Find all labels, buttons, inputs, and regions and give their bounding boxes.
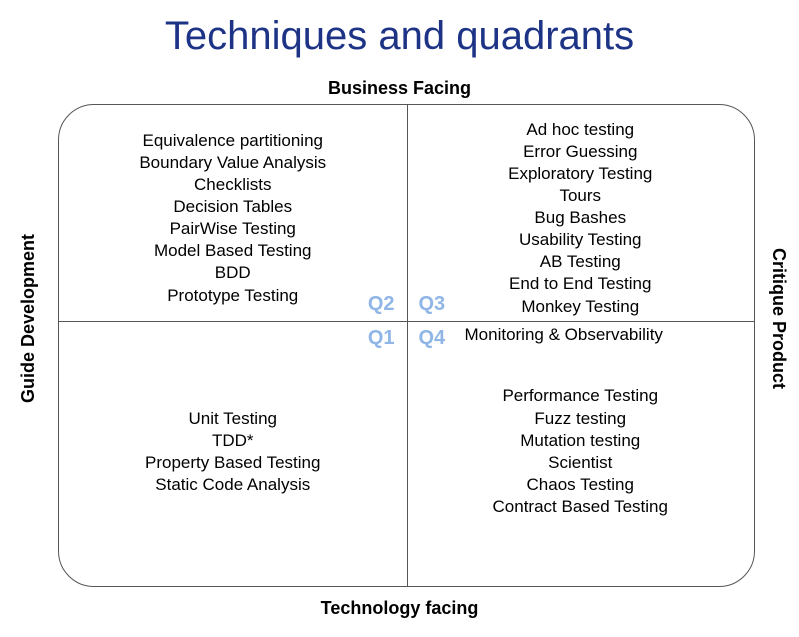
q4-item: Scientist xyxy=(548,452,612,474)
q3-item: Bug Bashes xyxy=(534,207,626,229)
q3-item: Tours xyxy=(559,185,601,207)
q1-item: Static Code Analysis xyxy=(155,474,310,496)
q3-item: Exploratory Testing xyxy=(508,163,652,185)
q4-item: Mutation testing xyxy=(520,430,640,452)
q3-item: Monkey Testing xyxy=(521,296,639,318)
q3-overflow-item: Monitoring & Observability xyxy=(465,325,663,345)
axis-top-label: Business Facing xyxy=(0,78,799,99)
axis-right-label: Critique Product xyxy=(768,248,789,389)
q4-item: Fuzz testing xyxy=(534,408,626,430)
axis-left-label: Guide Development xyxy=(19,234,40,403)
axis-left: Guide Development xyxy=(14,0,44,637)
quadrant-label-q2: Q2 xyxy=(368,293,395,316)
q2-item: Model Based Testing xyxy=(154,240,312,262)
page-title: Techniques and quadrants xyxy=(0,0,799,67)
quadrant-label-q3: Q3 xyxy=(419,293,446,316)
q2-item: Decision Tables xyxy=(173,196,292,218)
q4-item: Chaos Testing xyxy=(527,474,634,496)
q2-item: Prototype Testing xyxy=(167,285,298,307)
q1-item: Unit Testing xyxy=(188,408,277,430)
quadrant-q3: Ad hoc testingError GuessingExploratory … xyxy=(407,105,755,321)
q2-item: Checklists xyxy=(194,174,271,196)
q4-item: Performance Testing xyxy=(502,385,658,407)
quadrant-q2: Equivalence partitioningBoundary Value A… xyxy=(59,105,407,321)
q3-item: End to End Testing xyxy=(509,273,651,295)
q3-item: AB Testing xyxy=(540,251,621,273)
quadrant-container: Equivalence partitioningBoundary Value A… xyxy=(58,104,755,587)
quadrant-q1: Unit TestingTDD*Property Based TestingSt… xyxy=(59,321,407,586)
quadrant-label-q1: Q1 xyxy=(368,327,395,350)
axis-right: Critique Product xyxy=(763,0,793,637)
q2-item: BDD xyxy=(215,262,251,284)
q1-item: TDD* xyxy=(212,430,254,452)
q2-item: PairWise Testing xyxy=(170,218,296,240)
q1-item: Property Based Testing xyxy=(145,452,320,474)
q3-item: Usability Testing xyxy=(519,229,642,251)
q3-item: Ad hoc testing xyxy=(526,119,634,141)
q2-item: Equivalence partitioning xyxy=(142,130,323,152)
quadrant-label-q4: Q4 xyxy=(419,327,446,350)
q4-item: Contract Based Testing xyxy=(493,496,668,518)
q3-item: Error Guessing xyxy=(523,141,637,163)
quadrant-q4: Performance TestingFuzz testingMutation … xyxy=(407,321,755,586)
q2-item: Boundary Value Analysis xyxy=(139,152,326,174)
axis-bottom-label: Technology facing xyxy=(0,598,799,619)
